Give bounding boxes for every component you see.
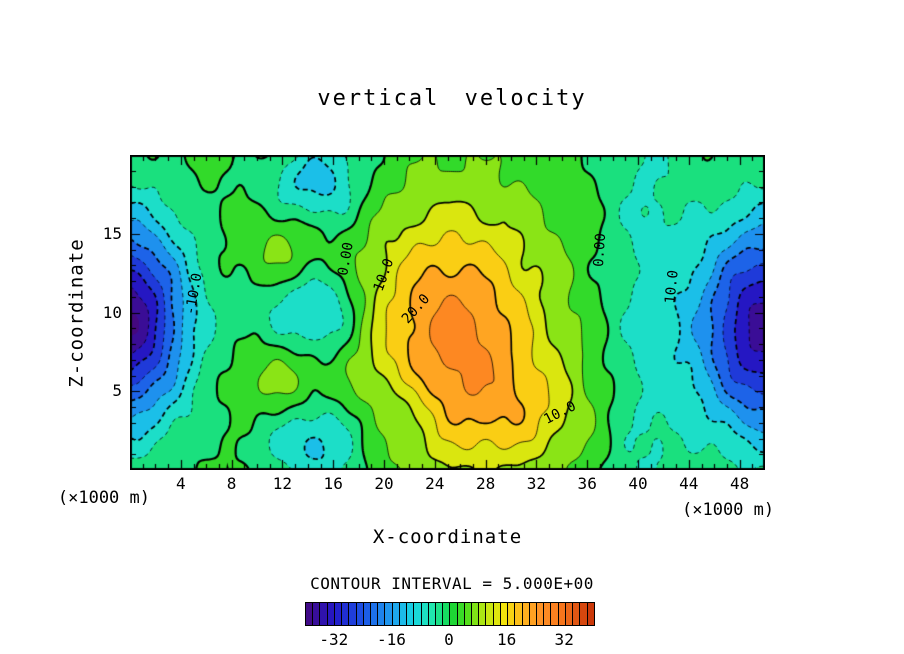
colorbar-segment <box>537 603 545 625</box>
colorbar-tick-label: -16 <box>376 630 406 649</box>
colorbar-segment <box>479 603 487 625</box>
x-axis-tick-labels: 4 8 12 16 20 24 28 32 36 40 44 48 <box>130 474 765 494</box>
colorbar-segment <box>522 603 530 625</box>
colorbar-segment <box>320 603 328 625</box>
colorbar-segment <box>334 603 343 625</box>
contour-interval-note: CONTOUR INTERVAL = 5.000E+00 <box>310 574 594 593</box>
x-tick-label: 44 <box>679 474 699 493</box>
x-tick-label: 4 <box>175 474 186 493</box>
colorbar-tick-label: 0 <box>444 630 454 649</box>
colorbar-segment <box>306 603 314 625</box>
colorbar-segment <box>313 603 321 625</box>
colorbar-segment <box>356 603 364 625</box>
x-tick-label: 28 <box>475 474 496 493</box>
colorbar-segment <box>457 603 465 625</box>
x-axis-label: X-coordinate <box>372 526 523 548</box>
colorbar-segment <box>580 603 588 625</box>
y-tick-label: 5 <box>112 381 122 401</box>
colorbar-segment <box>529 603 537 625</box>
colorbar-segment <box>349 603 357 625</box>
plot-area: -10.0 0.00 10.0 20.0 10.0 0.00 10.0 <box>130 155 765 470</box>
colorbar-segment <box>342 603 350 625</box>
x-tick-label: 48 <box>729 474 750 493</box>
colorbar-segment <box>392 603 400 625</box>
colorbar-segment <box>573 603 581 625</box>
colorbar-segment <box>565 603 574 625</box>
colorbar-segment <box>414 603 422 625</box>
x-tick-label: 40 <box>628 474 648 493</box>
x-tick-label: 24 <box>425 474 445 493</box>
x-tick-label: 32 <box>526 474 547 493</box>
colorbar-segment <box>515 603 523 625</box>
colorbar-segment <box>587 603 594 625</box>
y-axis-tick-labels: 5 10 15 <box>90 155 122 470</box>
colorbar-segment <box>544 603 552 625</box>
y-axis-label-wrap: Z-coordinate <box>60 155 94 470</box>
colorbar-segment <box>558 603 566 625</box>
colorbar-segment <box>443 603 451 625</box>
colorbar-segment <box>378 603 386 625</box>
colorbar-segment <box>407 603 415 625</box>
colorbar-tick-label: -32 <box>319 630 349 649</box>
y-axis-label: Z-coordinate <box>66 237 88 388</box>
colorbar-tick-label: 16 <box>496 630 517 649</box>
x-tick-label: 8 <box>226 474 237 493</box>
colorbar-segment <box>551 603 559 625</box>
colorbar-segment <box>493 603 501 625</box>
colorbar-segment <box>450 603 458 625</box>
colorbar-segment <box>464 603 473 625</box>
x-unit-note-right: (×1000 m) <box>682 500 775 520</box>
x-tick-label: 36 <box>577 474 597 493</box>
colorbar-segment <box>370 603 379 625</box>
x-unit-note-left: (×1000 m) <box>57 488 150 508</box>
x-tick-label: 20 <box>374 474 394 493</box>
colorbar-segment <box>399 603 408 625</box>
contour-plot-canvas <box>130 155 765 470</box>
colorbar-segment <box>486 603 494 625</box>
colorbar-segment <box>385 603 393 625</box>
x-tick-label: 16 <box>323 474 343 493</box>
colorbar-segment <box>363 603 371 625</box>
colorbar-segment <box>327 603 335 625</box>
colorbar-segment <box>508 603 516 625</box>
colorbar-segment <box>435 603 444 625</box>
colorbar-segment <box>428 603 436 625</box>
colorbar-tick-labels: -32 -16 0 16 32 <box>305 630 593 649</box>
x-tick-label: 12 <box>272 474 293 493</box>
colorbar <box>305 602 595 626</box>
colorbar-segment <box>421 603 429 625</box>
colorbar-segment <box>472 603 480 625</box>
y-tick-label: 15 <box>102 223 122 243</box>
colorbar-segment <box>500 603 509 625</box>
y-tick-label: 10 <box>102 302 122 322</box>
chart-title: vertical velocity <box>317 86 587 111</box>
colorbar-tick-label: 32 <box>554 630 574 649</box>
